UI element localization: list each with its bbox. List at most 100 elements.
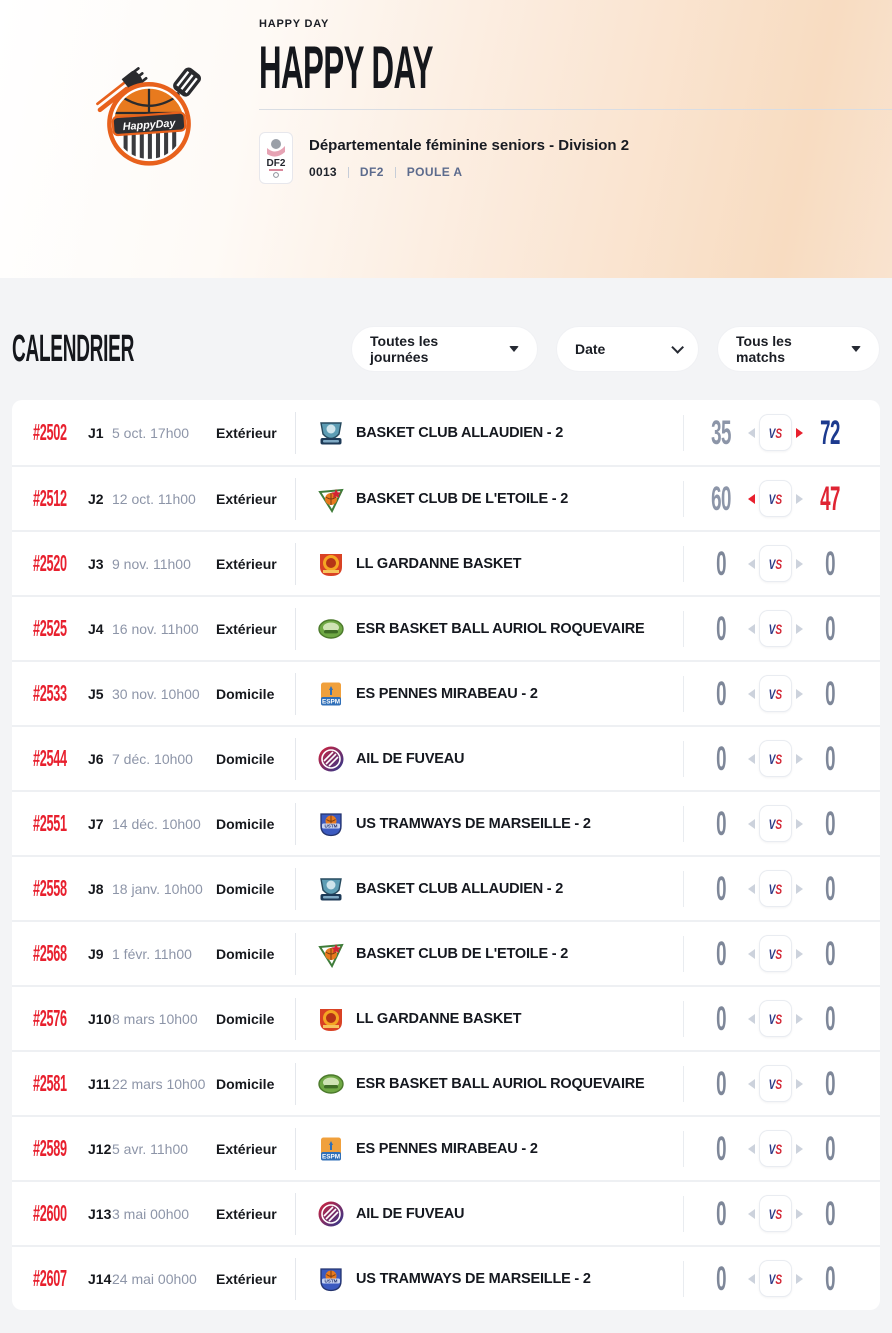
score-right: 0 bbox=[824, 1194, 835, 1233]
competition-meta: 0013 DF2 POULE A bbox=[309, 165, 629, 179]
filter-journees-dropdown[interactable]: Toutes les journées bbox=[351, 326, 538, 372]
match-number: #2533 bbox=[33, 680, 67, 706]
column-divider bbox=[295, 737, 296, 780]
match-location: Domicile bbox=[216, 815, 275, 832]
column-divider bbox=[295, 672, 296, 715]
column-divider bbox=[295, 867, 296, 910]
score-divider bbox=[683, 740, 684, 777]
match-row[interactable]: #2581 J11 22 mars 10h00 Domicile ESR BAS… bbox=[12, 1050, 880, 1115]
competition-pool[interactable]: POULE A bbox=[406, 165, 463, 180]
vs-label: VS bbox=[768, 490, 782, 507]
team-logo-icon bbox=[317, 745, 345, 773]
score-right: 0 bbox=[824, 869, 835, 908]
team-name: LL GARDANNE BASKET bbox=[356, 1010, 522, 1027]
match-row[interactable]: #2520 J3 9 nov. 11h00 Extérieur LL GARDA… bbox=[12, 530, 880, 595]
match-number: #2600 bbox=[33, 1200, 67, 1226]
winner-arrow-left-icon bbox=[747, 883, 755, 894]
filters: Toutes les journées Date Tous les matchs bbox=[351, 326, 880, 372]
match-row[interactable]: #2512 J2 12 oct. 11h00 Extérieur BASKET … bbox=[12, 465, 880, 530]
match-row[interactable]: #2533 J5 30 nov. 10h00 Domicile ESPM ES … bbox=[12, 660, 880, 725]
match-location: Extérieur bbox=[216, 1270, 277, 1287]
winner-arrow-right-icon bbox=[795, 1143, 803, 1154]
match-number: #2607 bbox=[33, 1265, 67, 1291]
vs-label: VS bbox=[768, 424, 782, 441]
column-divider bbox=[295, 1062, 296, 1105]
competition-division[interactable]: DF2 bbox=[359, 165, 384, 180]
match-row[interactable]: #2600 J13 3 mai 00h00 Extérieur AIL DE F… bbox=[12, 1180, 880, 1245]
score-divider bbox=[683, 1065, 684, 1102]
match-day: J1 bbox=[88, 424, 104, 441]
match-number: #2576 bbox=[33, 1005, 67, 1031]
score-zone: 35 VS 72 bbox=[684, 414, 880, 451]
score-left: 0 bbox=[715, 804, 726, 843]
winner-arrow-left-icon bbox=[747, 427, 755, 438]
svg-text:USTM: USTM bbox=[324, 823, 337, 828]
match-row[interactable]: #2502 J1 5 oct. 17h00 Extérieur BASKET C… bbox=[12, 400, 880, 465]
svg-text:USTM: USTM bbox=[324, 1278, 337, 1283]
match-day: J6 bbox=[88, 750, 104, 767]
match-day: J5 bbox=[88, 685, 104, 702]
vs-label: VS bbox=[768, 1075, 782, 1092]
header-divider bbox=[259, 109, 892, 111]
winner-arrow-left-icon bbox=[747, 623, 755, 634]
score-left: 0 bbox=[715, 1064, 726, 1103]
match-location: Domicile bbox=[216, 1010, 275, 1027]
match-day: J11 bbox=[88, 1075, 111, 1092]
match-date: 14 déc. 10h00 bbox=[112, 815, 201, 832]
match-day: J8 bbox=[88, 880, 104, 897]
match-row[interactable]: #2607 J14 24 mai 00h00 Extérieur USTM US… bbox=[12, 1245, 880, 1310]
match-row[interactable]: #2544 J6 7 déc. 10h00 Domicile AIL DE FU… bbox=[12, 725, 880, 790]
match-row[interactable]: #2576 J10 8 mars 10h00 Domicile LL GARDA… bbox=[12, 985, 880, 1050]
match-date: 5 oct. 17h00 bbox=[112, 424, 190, 441]
match-date: 24 mai 00h00 bbox=[112, 1270, 197, 1287]
vs-badge: VS bbox=[758, 1260, 792, 1297]
column-divider bbox=[295, 1257, 296, 1300]
score-left: 0 bbox=[715, 544, 726, 583]
match-date: 30 nov. 10h00 bbox=[112, 685, 200, 702]
match-number: #2544 bbox=[33, 745, 67, 771]
vs-label: VS bbox=[768, 685, 782, 702]
match-day: J7 bbox=[88, 815, 104, 832]
match-number: #2520 bbox=[33, 550, 67, 576]
team-logo-icon bbox=[317, 875, 345, 903]
match-row[interactable]: #2558 J8 18 janv. 10h00 Domicile BASKET … bbox=[12, 855, 880, 920]
winner-arrow-left-icon bbox=[747, 1013, 755, 1024]
match-location: Extérieur bbox=[216, 1205, 277, 1222]
match-date: 3 mai 00h00 bbox=[112, 1205, 190, 1222]
match-day: J10 bbox=[88, 1010, 112, 1027]
match-row[interactable]: #2568 J9 1 févr. 11h00 Domicile BASKET C… bbox=[12, 920, 880, 985]
score-zone: 0 VS 0 bbox=[684, 870, 880, 907]
column-divider bbox=[295, 802, 296, 845]
match-location: Extérieur bbox=[216, 620, 277, 637]
match-row[interactable]: #2589 J12 5 avr. 11h00 Extérieur ESPM ES… bbox=[12, 1115, 880, 1180]
winner-arrow-right-icon bbox=[795, 688, 803, 699]
score-divider bbox=[683, 414, 684, 451]
score-right: 0 bbox=[824, 739, 835, 778]
match-number: #2551 bbox=[33, 810, 67, 836]
filter-date-dropdown[interactable]: Date bbox=[556, 326, 699, 372]
score-left: 60 bbox=[710, 479, 731, 518]
filter-matchs-dropdown[interactable]: Tous les matchs bbox=[717, 326, 880, 372]
team-name: US TRAMWAYS DE MARSEILLE - 2 bbox=[356, 1270, 591, 1287]
team-name: BASKET CLUB DE L'ETOILE - 2 bbox=[356, 945, 569, 962]
team-name: LL GARDANNE BASKET bbox=[356, 555, 522, 572]
team-name: ESR BASKET BALL AURIOL ROQUEVAIRE bbox=[356, 620, 645, 637]
filter-date-label: Date bbox=[575, 341, 606, 357]
score-left: 35 bbox=[710, 413, 731, 452]
match-row[interactable]: #2525 J4 16 nov. 11h00 Extérieur ESR BAS… bbox=[12, 595, 880, 660]
page-title: HAPPY DAY bbox=[259, 34, 433, 101]
triangle-down-icon bbox=[509, 346, 519, 352]
team-logo-icon bbox=[317, 485, 345, 513]
score-left: 0 bbox=[715, 739, 726, 778]
winner-arrow-left-icon bbox=[747, 818, 755, 829]
score-zone: 0 VS 0 bbox=[684, 1000, 880, 1037]
score-right: 0 bbox=[824, 1259, 835, 1298]
match-row[interactable]: #2551 J7 14 déc. 10h00 Domicile USTM US … bbox=[12, 790, 880, 855]
vs-badge: VS bbox=[758, 935, 792, 972]
vs-badge: VS bbox=[758, 480, 792, 517]
match-day: J9 bbox=[88, 945, 104, 962]
match-number: #2568 bbox=[33, 940, 67, 966]
competition-card[interactable]: DF2 Départementale féminine seniors - Di… bbox=[259, 132, 892, 185]
score-left: 0 bbox=[715, 1194, 726, 1233]
match-date: 7 déc. 10h00 bbox=[112, 750, 193, 767]
